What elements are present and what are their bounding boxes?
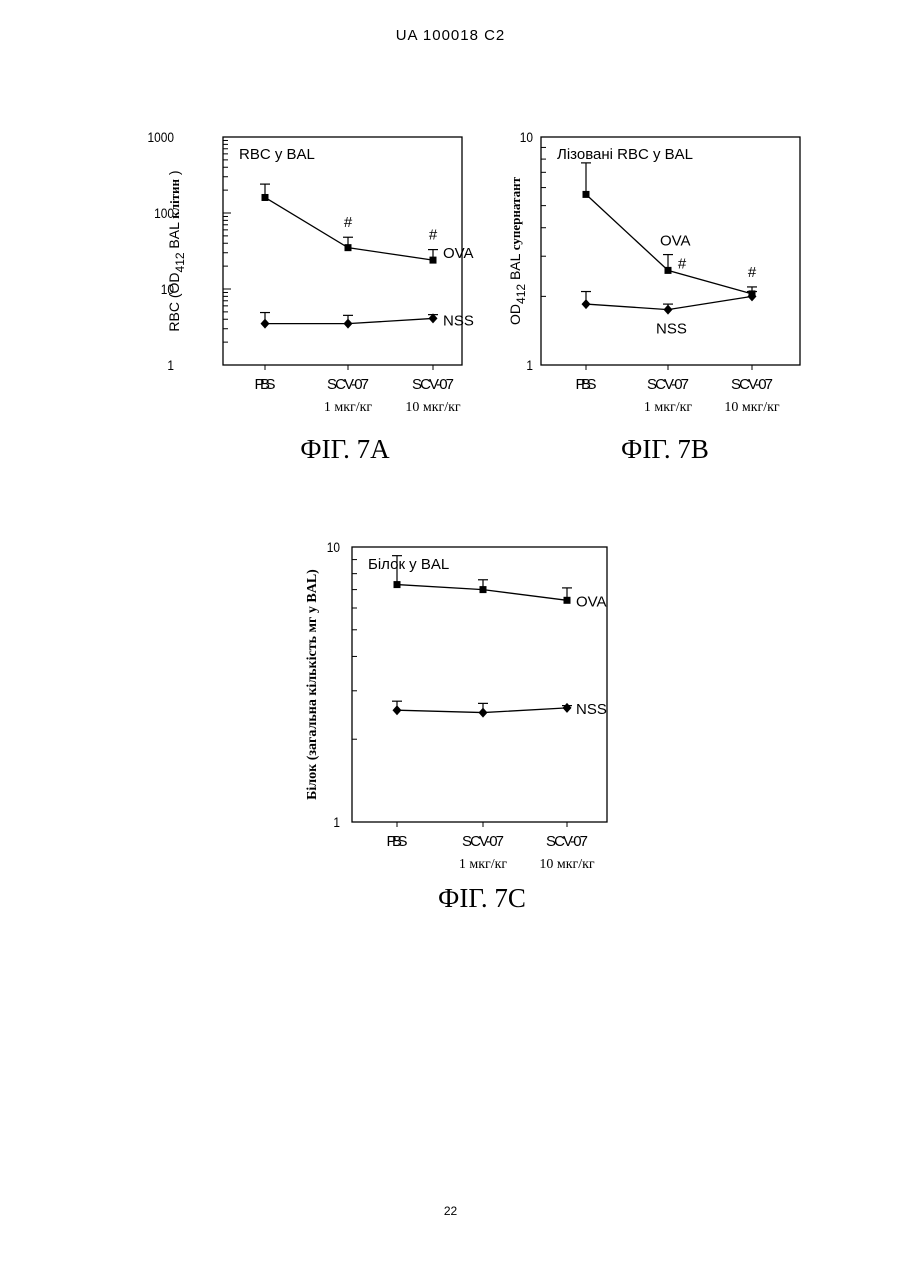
x-tick-label: PBS bbox=[576, 376, 597, 393]
series-label-nss: NSS bbox=[443, 312, 474, 329]
inner-title: RBC у BAL bbox=[239, 146, 315, 163]
y-axis-title: OD412 BAL супернатант bbox=[507, 176, 528, 325]
series-label-ova: OVA bbox=[576, 593, 607, 610]
y-title-subscript: 412 bbox=[514, 284, 528, 304]
data-point-diamond bbox=[664, 305, 673, 315]
significance-marker: # bbox=[429, 227, 438, 244]
data-point-square bbox=[583, 191, 590, 198]
inner-title: Білок у BAL bbox=[368, 556, 449, 573]
y-tick-label: 1 bbox=[526, 357, 533, 373]
figure-label: ФІГ. 7С bbox=[438, 883, 526, 913]
x-tick-label: PBS bbox=[255, 376, 276, 393]
y-axis-title: Білок (загальна кількість мг у BAL) bbox=[305, 569, 320, 800]
data-point-diamond bbox=[563, 703, 572, 713]
y-tick-label: 1 bbox=[333, 814, 340, 830]
x-tick-sublabel: 1 мкг/кг bbox=[324, 400, 373, 415]
data-point-square bbox=[394, 581, 401, 588]
series-label-ova: OVA bbox=[660, 232, 691, 249]
y-tick-label: 1 bbox=[167, 357, 174, 373]
y-axis-title: RBC (OD412 BAL клітин ) bbox=[166, 170, 187, 331]
data-point-square bbox=[480, 586, 487, 593]
x-tick-sublabel: 10 мкг/кг bbox=[539, 857, 595, 872]
significance-marker: # bbox=[344, 214, 353, 231]
y-title-part: OD bbox=[507, 304, 523, 325]
x-tick-label: SCV-07 bbox=[731, 376, 773, 393]
x-tick-sublabel: 10 мкг/кг bbox=[724, 400, 780, 415]
data-point-diamond bbox=[393, 705, 402, 715]
x-tick-sublabel: 1 мкг/кг bbox=[644, 400, 693, 415]
x-tick-label: SCV-07 bbox=[546, 833, 588, 850]
chart-a: 1101001000PBSSCV-071 мкг/кгSCV-0710 мкг/… bbox=[148, 129, 474, 464]
x-tick-label: SCV-07 bbox=[647, 376, 689, 393]
y-title-part: Білок (загальна кількість мг у BAL) bbox=[305, 569, 320, 800]
inner-title: Лізовані RBC у BAL bbox=[557, 146, 693, 163]
x-tick-label: SCV-07 bbox=[462, 833, 504, 850]
data-point-square bbox=[345, 244, 352, 251]
significance-marker: # bbox=[748, 264, 757, 281]
chart-c: 1 10 PBS SCV-07 1 мкг/кг SCV-07 10 мкг/кг Білок… bbox=[305, 539, 607, 913]
x-tick-label: SCV-07 bbox=[327, 376, 369, 393]
y-title-part: RBC (OD bbox=[166, 272, 182, 331]
x-tick-label: SCV-07 bbox=[412, 376, 454, 393]
significance-marker: # bbox=[678, 255, 687, 272]
x-tick-sublabel: 1 мкг/кг bbox=[459, 857, 508, 872]
plot-frame bbox=[223, 137, 462, 365]
x-tick-label: PBS bbox=[387, 833, 408, 850]
data-point-diamond bbox=[479, 708, 488, 718]
y-title-part: ) bbox=[166, 170, 182, 179]
data-point-diamond bbox=[261, 319, 270, 329]
data-point-square bbox=[430, 257, 437, 264]
data-point-diamond bbox=[582, 299, 591, 309]
series-label-nss: NSS bbox=[576, 701, 607, 718]
y-tick-label: 10 bbox=[520, 129, 533, 145]
chart-b: 1 10 PBS SCV-07 1 мкг/кг SCV-07 10 мкг/кг Лізов… bbox=[507, 129, 800, 464]
data-point-square bbox=[564, 597, 571, 604]
y-title-unit: супернатант bbox=[508, 176, 523, 250]
y-title-part: BAL bbox=[166, 219, 182, 253]
y-title-part: BAL bbox=[507, 250, 523, 284]
page-number: 22 bbox=[0, 1204, 901, 1218]
series-label-ova: OVA bbox=[443, 245, 474, 262]
figure-label: ФІГ. 7В bbox=[621, 434, 709, 464]
y-tick-label: 10 bbox=[327, 539, 340, 555]
figure-label: ФІГ. 7A bbox=[300, 434, 390, 464]
series-label-nss: NSS bbox=[656, 321, 687, 338]
data-point-diamond bbox=[344, 319, 353, 329]
data-point-square bbox=[262, 194, 269, 201]
x-tick-sublabel: 10 мкг/кг bbox=[405, 400, 461, 415]
y-title-subscript: 412 bbox=[173, 252, 187, 272]
y-tick-label: 1000 bbox=[148, 129, 174, 145]
data-point-square bbox=[665, 267, 672, 274]
y-title-unit: клітин bbox=[167, 178, 182, 218]
